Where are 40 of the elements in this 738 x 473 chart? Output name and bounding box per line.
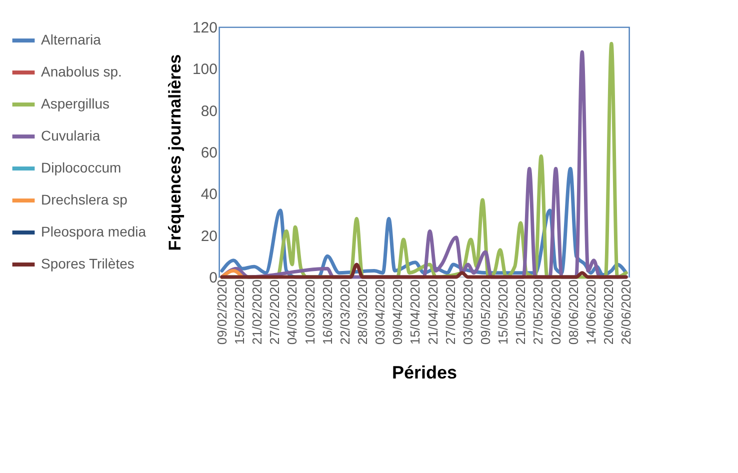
legend-label: Spores Trilètes (41, 256, 134, 272)
legend-label: Cuvularia (41, 128, 100, 144)
x-tick-label: 09/05/2020 (478, 280, 493, 345)
x-tick-label: 04/03/2020 (284, 280, 300, 345)
legend-label: Alternaria (41, 32, 102, 48)
x-tick-label: 10/03/2020 (302, 280, 318, 345)
x-tick-label: 21/02/2020 (250, 280, 265, 345)
x-tick-label: 26/06/2020 (618, 280, 634, 345)
y-axis-title: Fréquences journalières (165, 54, 184, 251)
x-tick-label: 03/04/2020 (372, 280, 388, 345)
x-tick-label: 27/02/2020 (267, 280, 282, 345)
x-tick-label: 27/05/2020 (530, 280, 546, 345)
legend-label: Drechslera sp (41, 192, 128, 208)
y-tick-label: 60 (200, 144, 218, 162)
legend-label: Pleospora media (41, 224, 146, 240)
x-tick-label: 15/02/2020 (232, 280, 247, 345)
x-tick-label: 22/03/2020 (337, 280, 352, 345)
y-tick-label: 40 (200, 186, 218, 204)
legend-label: Diplococcum (41, 160, 122, 176)
x-tick-label: 08/06/2020 (566, 280, 581, 345)
y-tick-label: 120 (192, 20, 218, 36)
x-tick-label: 27/04/2020 (442, 280, 458, 345)
x-tick-label: 28/03/2020 (355, 280, 370, 345)
x-tick-label: 16/03/2020 (320, 280, 335, 345)
x-tick-label: 15/05/2020 (496, 280, 511, 345)
legend-label: Aspergillus (41, 96, 110, 112)
y-tick-label: 20 (200, 228, 218, 245)
y-tick-label: 100 (192, 61, 218, 78)
x-tick-label: 20/06/2020 (601, 280, 616, 345)
x-tick-label: 02/06/2020 (548, 280, 564, 345)
x-axis-title: Pérides (392, 362, 458, 383)
x-tick-label: 21/05/2020 (513, 280, 528, 345)
x-tick-label: 21/04/2020 (425, 280, 440, 345)
y-tick-label: 0 (209, 270, 218, 286)
x-tick-label: 15/04/2020 (408, 280, 423, 345)
y-tick-label: 80 (200, 102, 218, 120)
legend-label: Anabolus sp. (41, 64, 122, 80)
x-tick-label: 03/05/2020 (460, 280, 476, 345)
x-tick-label: 14/06/2020 (583, 280, 598, 345)
x-tick-label: 09/04/2020 (390, 280, 406, 345)
